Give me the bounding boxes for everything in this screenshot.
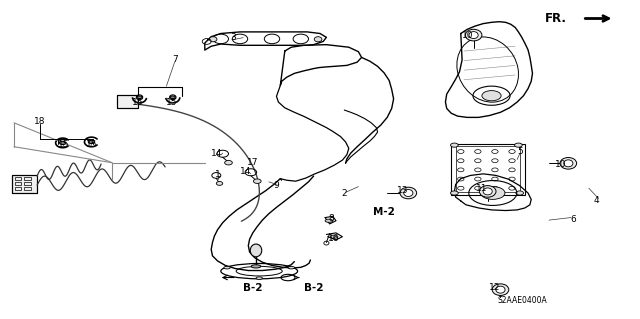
Ellipse shape — [216, 182, 223, 185]
Text: 2: 2 — [342, 189, 347, 198]
Text: FR.: FR. — [545, 12, 566, 25]
Ellipse shape — [256, 277, 262, 279]
Text: 3: 3 — [231, 33, 236, 42]
Text: 13: 13 — [397, 186, 408, 195]
Bar — [12, 175, 37, 193]
Text: 4: 4 — [594, 196, 599, 205]
Ellipse shape — [224, 266, 230, 269]
Ellipse shape — [564, 160, 573, 167]
Text: 15: 15 — [166, 98, 177, 107]
Text: 17: 17 — [247, 158, 259, 167]
Ellipse shape — [314, 37, 322, 42]
Text: 8: 8 — [329, 214, 334, 223]
Bar — [24, 187, 31, 190]
Ellipse shape — [253, 179, 261, 183]
Ellipse shape — [225, 160, 232, 165]
Ellipse shape — [251, 265, 261, 268]
Text: 16: 16 — [328, 234, 340, 243]
Bar — [15, 187, 21, 190]
Bar — [451, 144, 525, 195]
Ellipse shape — [451, 143, 458, 147]
Text: 15: 15 — [58, 140, 70, 149]
Text: 10: 10 — [555, 160, 566, 169]
Text: 10: 10 — [462, 31, 474, 40]
Ellipse shape — [560, 158, 577, 169]
Bar — [24, 182, 31, 185]
Text: S2AAE0400A: S2AAE0400A — [497, 296, 547, 305]
Ellipse shape — [482, 91, 501, 101]
Text: 15: 15 — [86, 140, 98, 149]
Ellipse shape — [481, 187, 505, 199]
Ellipse shape — [465, 29, 482, 41]
Ellipse shape — [288, 266, 294, 269]
Ellipse shape — [496, 286, 505, 293]
Bar — [456, 146, 520, 192]
Ellipse shape — [209, 37, 217, 42]
Ellipse shape — [515, 143, 522, 147]
Bar — [15, 177, 21, 180]
Ellipse shape — [400, 187, 417, 199]
Text: 14: 14 — [239, 167, 251, 176]
Bar — [12, 175, 37, 193]
Bar — [117, 95, 138, 108]
Text: B-2: B-2 — [304, 283, 323, 293]
Ellipse shape — [170, 96, 175, 99]
Ellipse shape — [250, 244, 262, 257]
Bar — [117, 95, 138, 108]
Text: 7: 7 — [172, 56, 177, 64]
Text: M-2: M-2 — [373, 207, 395, 217]
Ellipse shape — [325, 219, 333, 222]
Ellipse shape — [88, 140, 95, 144]
Ellipse shape — [404, 189, 413, 197]
Ellipse shape — [451, 191, 458, 195]
Text: 1: 1 — [215, 170, 220, 179]
Text: 11: 11 — [476, 184, 488, 193]
Ellipse shape — [483, 188, 492, 195]
Text: 6: 6 — [570, 215, 575, 224]
Text: 9: 9 — [274, 181, 279, 190]
Ellipse shape — [330, 235, 338, 238]
Ellipse shape — [137, 96, 142, 99]
Bar — [15, 182, 21, 185]
Ellipse shape — [469, 32, 478, 39]
Ellipse shape — [492, 284, 509, 295]
Text: B-2: B-2 — [243, 283, 262, 293]
Text: 5: 5 — [517, 147, 522, 156]
Bar — [24, 177, 31, 180]
Text: 15: 15 — [132, 98, 143, 107]
Ellipse shape — [60, 141, 66, 145]
Ellipse shape — [479, 186, 496, 197]
Text: 18: 18 — [34, 117, 45, 126]
Text: 14: 14 — [211, 149, 223, 158]
Ellipse shape — [516, 191, 524, 195]
Text: 12: 12 — [489, 283, 500, 292]
